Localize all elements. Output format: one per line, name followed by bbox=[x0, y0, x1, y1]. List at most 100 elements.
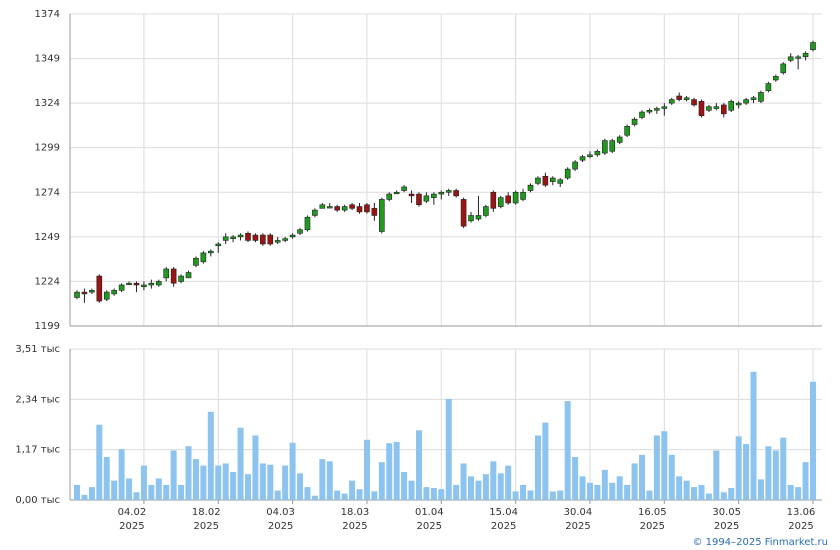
x-tick-year: 2025 bbox=[714, 521, 739, 532]
candle-body bbox=[408, 193, 415, 197]
volume-bar bbox=[743, 444, 750, 500]
volume-bar bbox=[88, 487, 95, 500]
volume-bar bbox=[564, 401, 571, 500]
candle-body bbox=[780, 63, 787, 74]
candle-body bbox=[787, 56, 794, 61]
candle-body bbox=[111, 290, 117, 295]
candle-body bbox=[364, 204, 370, 213]
candle-body bbox=[683, 97, 690, 100]
volume-bar bbox=[661, 431, 668, 500]
volume-bar bbox=[460, 463, 467, 500]
volume-bar bbox=[118, 449, 125, 500]
candle-body bbox=[624, 126, 630, 136]
candle-body bbox=[646, 109, 653, 113]
x-tick-year: 2025 bbox=[640, 521, 665, 532]
candle-body bbox=[208, 250, 214, 254]
volume-bar bbox=[601, 469, 608, 500]
volume-bar bbox=[639, 454, 646, 500]
volume-bar bbox=[178, 484, 185, 500]
x-tick-year: 2025 bbox=[788, 521, 813, 532]
volume-bar bbox=[616, 476, 623, 500]
volume-bar bbox=[475, 480, 482, 500]
y-tick-label: 1349 bbox=[35, 54, 60, 65]
candle-body bbox=[706, 106, 712, 111]
volume-bar bbox=[215, 465, 222, 500]
x-tick-year: 2025 bbox=[565, 521, 590, 532]
candle-body bbox=[170, 268, 177, 284]
volume-bar bbox=[363, 439, 370, 500]
candle-body bbox=[297, 229, 303, 234]
volume-bar bbox=[720, 492, 727, 500]
candle-body bbox=[750, 97, 757, 100]
candle-body bbox=[371, 208, 378, 216]
volume-bar bbox=[765, 446, 772, 500]
volume-bar bbox=[349, 480, 356, 500]
candle-body bbox=[423, 195, 430, 202]
candle-body bbox=[728, 101, 735, 111]
candle-body bbox=[133, 282, 140, 286]
volume-bar bbox=[386, 443, 393, 500]
candle-body bbox=[572, 161, 578, 170]
volume-bar bbox=[527, 490, 534, 500]
volume-bar bbox=[81, 494, 88, 500]
volume-bar bbox=[646, 490, 653, 500]
volume-bar bbox=[482, 474, 489, 500]
candle-body bbox=[252, 234, 259, 241]
candle-body bbox=[475, 215, 482, 220]
candle-body bbox=[676, 95, 682, 100]
candle-body bbox=[609, 140, 616, 152]
volume-bar bbox=[326, 461, 333, 500]
x-tick-year: 2025 bbox=[268, 521, 293, 532]
candle-body bbox=[616, 136, 623, 143]
volume-bar bbox=[170, 450, 177, 500]
candle-body bbox=[802, 52, 809, 58]
volume-bar bbox=[512, 491, 519, 500]
volume-bar bbox=[415, 430, 422, 500]
candle-body bbox=[557, 179, 564, 184]
volume-bar bbox=[237, 427, 244, 500]
candle-body bbox=[758, 92, 764, 102]
candle-body bbox=[735, 102, 742, 106]
candle-body bbox=[289, 234, 296, 238]
candle-body bbox=[319, 204, 326, 209]
candle-body bbox=[654, 108, 660, 111]
volume-bar bbox=[453, 484, 460, 500]
candle-body bbox=[535, 177, 541, 184]
volume-bar bbox=[802, 462, 809, 500]
volume-bar bbox=[757, 479, 764, 500]
x-tick-label: 30.05 bbox=[712, 507, 741, 518]
candle-body bbox=[312, 209, 318, 216]
candle-body bbox=[602, 140, 608, 154]
volume-bar bbox=[74, 484, 80, 500]
candle-body bbox=[379, 199, 385, 232]
x-tick-label: 04.02 bbox=[118, 507, 147, 518]
candle-body bbox=[490, 191, 497, 209]
candle-body bbox=[401, 186, 407, 191]
volume-bar bbox=[698, 484, 705, 500]
x-tick-label: 30.04 bbox=[564, 507, 593, 518]
credit: © 1994–2025 Finmarket.ru bbox=[692, 537, 828, 548]
candle-body bbox=[193, 257, 199, 266]
volume-bar bbox=[594, 484, 601, 500]
x-tick-label: 18.02 bbox=[192, 507, 221, 518]
volume-bar bbox=[676, 476, 683, 500]
candle-body bbox=[453, 190, 459, 197]
candle-body bbox=[497, 197, 504, 207]
candle-body bbox=[267, 234, 274, 245]
candle-body bbox=[326, 206, 333, 209]
candle-body bbox=[230, 236, 236, 239]
candle-body bbox=[118, 284, 125, 291]
candle-body bbox=[587, 154, 593, 157]
candle-body bbox=[260, 234, 266, 245]
candle-body bbox=[720, 104, 727, 115]
candle-body bbox=[743, 99, 749, 104]
candle-body bbox=[89, 290, 95, 293]
candle-body bbox=[468, 215, 474, 222]
volume-bar bbox=[297, 473, 304, 500]
candle-body bbox=[215, 243, 222, 247]
x-tick-label: 01.04 bbox=[415, 507, 444, 518]
candle-body bbox=[431, 193, 437, 198]
x-tick-year: 2025 bbox=[194, 521, 219, 532]
volume-bar bbox=[304, 487, 311, 500]
volume-bar bbox=[155, 478, 162, 500]
